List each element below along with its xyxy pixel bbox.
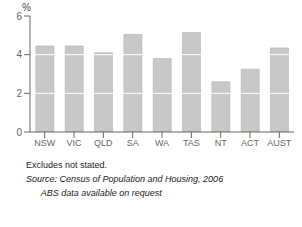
svg-text:NSW: NSW	[34, 138, 56, 148]
svg-text:WA: WA	[155, 138, 169, 148]
svg-text:4: 4	[16, 49, 22, 60]
html-text:ABS data available on request: ABS data available on request	[26, 188, 162, 198]
svg-text:2: 2	[16, 88, 22, 99]
svg-text:6: 6	[16, 11, 22, 22]
svg-text:0: 0	[16, 127, 22, 138]
svg-text:QLD: QLD	[94, 138, 113, 148]
svg-text:VIC: VIC	[66, 138, 82, 148]
svg-text:AUST: AUST	[267, 138, 292, 148]
html-text:Source: Census of Population a: Source: Census of Population and Housing…	[26, 174, 224, 184]
svg-text:SA: SA	[127, 138, 139, 148]
svg-text:NT: NT	[215, 138, 227, 148]
svg-text:ACT: ACT	[241, 138, 260, 148]
html-text:Excludes not stated.: Excludes not stated.	[26, 160, 108, 170]
svg-text:TAS: TAS	[183, 138, 200, 148]
